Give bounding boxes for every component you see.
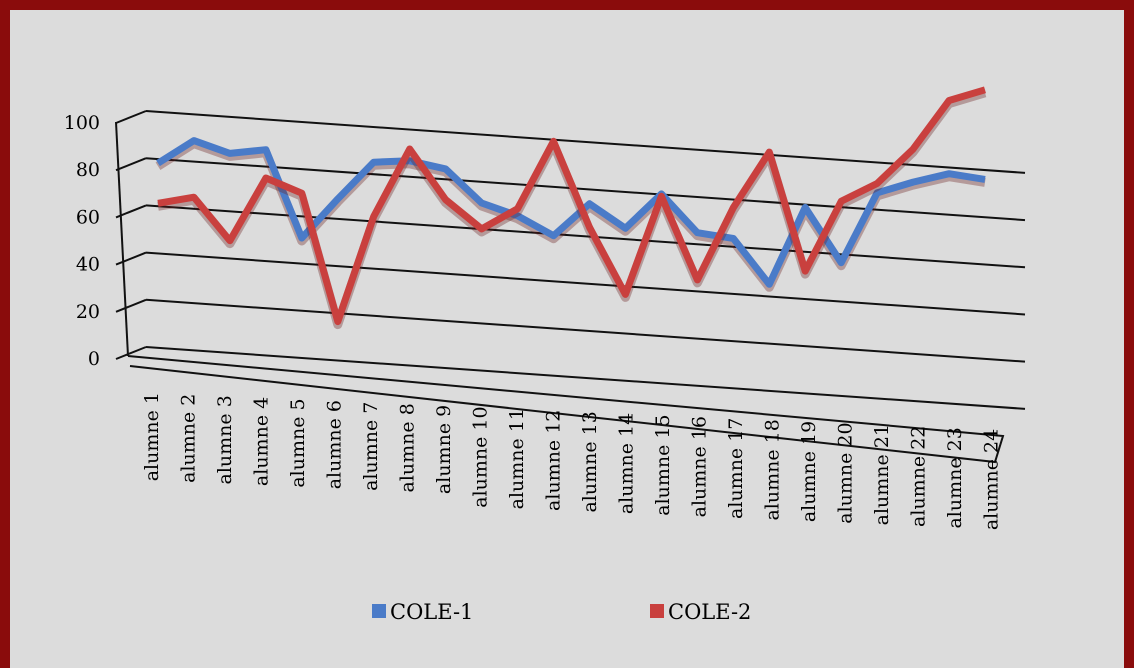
y-tick-label-40: 40 [76,254,100,276]
x-tick-label-18: alumne 18 [762,419,784,520]
x-tick-label-14: alumne 14 [616,413,638,514]
legend-label-0: COLE-1 [390,600,473,624]
legend: COLE-1 COLE-2 [372,600,751,624]
series-line-0 [156,137,986,288]
x-tick-label-7: alumne 7 [360,402,382,491]
x-tick-label-6: alumne 6 [324,400,346,489]
x-tick-label-12: alumne 12 [543,410,565,511]
y-tick-label-60: 60 [76,206,100,228]
x-tick-label-17: alumne 17 [725,418,747,519]
x-tick-label-2: alumne 2 [178,394,200,483]
grid-side-80 [115,157,147,172]
y-tick-labels: 0 20 40 60 80 100 [64,112,100,370]
grid-side-100 [115,110,147,124]
grid-side-40 [115,251,147,266]
grid-line-100 [145,110,1026,174]
y-tick-label-80: 80 [76,159,100,181]
x-tick-label-13: alumne 13 [579,411,601,512]
legend-swatch-1 [650,604,664,618]
y-tick-label-0: 0 [88,348,100,370]
x-tick-label-22: alumne 22 [908,426,930,527]
grid-line-40 [145,251,1026,316]
axes [115,121,1005,464]
x-tick-label-4: alumne 4 [251,397,273,486]
x-tick-label-16: alumne 16 [689,416,711,517]
x-tick-label-15: alumne 15 [652,414,674,515]
grid-line-0 [145,346,1026,410]
legend-swatch-0 [372,604,386,618]
series-line-1 [157,86,986,326]
x-tick-label-8: alumne 8 [397,403,419,492]
y-tick-label-100: 100 [64,112,100,134]
y-axis-line [115,121,129,357]
grid-side-20 [115,298,147,313]
x-tick-label-21: alumne 21 [871,424,893,525]
grid-line-80 [145,157,1026,222]
legend-label-1: COLE-2 [668,600,751,624]
x-tick-label-1: alumne 1 [141,392,163,481]
y-tick-label-20: 20 [76,301,100,323]
x-tick-label-10: alumne 10 [470,406,492,507]
x-tick-label-9: alumne 9 [433,405,455,494]
series-lines [155,86,987,330]
x-tick-label-5: alumne 5 [287,398,309,487]
x-tick-labels: alumne 1 alumne 2 alumne 3 alumne 4 alumne 5… [141,392,1003,530]
x-tick-label-24: alumne 24 [981,429,1003,530]
x-tick-label-20: alumne 20 [835,422,857,523]
floor-edge [127,355,1005,464]
grid-side-0 [115,346,147,360]
x-tick-label-3: alumne 3 [214,395,236,484]
x-tick-label-11: alumne 11 [506,408,528,509]
x-tick-label-23: alumne 23 [944,427,966,528]
x-tick-label-19: alumne 19 [798,421,820,522]
grid-line-20 [145,298,1026,363]
